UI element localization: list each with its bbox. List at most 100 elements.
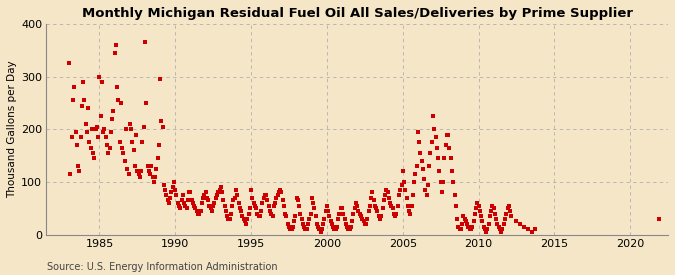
Point	[90, 127, 101, 131]
Point	[370, 204, 381, 208]
Point	[486, 209, 497, 213]
Point	[256, 209, 267, 213]
Point	[195, 209, 206, 213]
Point	[346, 224, 356, 229]
Point	[238, 217, 249, 221]
Point	[179, 201, 190, 205]
Point	[470, 206, 481, 210]
Point	[504, 204, 514, 208]
Point	[429, 127, 439, 131]
Point	[225, 211, 236, 216]
Point	[190, 206, 201, 210]
Point	[448, 180, 458, 184]
Point	[257, 201, 268, 205]
Point	[246, 188, 256, 192]
Point	[211, 193, 222, 197]
Point	[389, 214, 400, 218]
Point	[446, 156, 456, 160]
Point	[366, 196, 377, 200]
Point	[308, 201, 319, 205]
Point	[344, 227, 355, 232]
Point	[476, 214, 487, 218]
Point	[119, 159, 130, 163]
Point	[162, 198, 173, 203]
Point	[113, 98, 124, 103]
Point	[184, 190, 194, 195]
Point	[295, 211, 306, 216]
Point	[130, 164, 140, 168]
Point	[232, 193, 242, 197]
Point	[364, 204, 375, 208]
Title: Monthly Michigan Residual Fuel Oil All Sales/Deliveries by Prime Supplier: Monthly Michigan Residual Fuel Oil All S…	[82, 7, 632, 20]
Point	[434, 169, 445, 174]
Point	[530, 227, 541, 232]
Point	[415, 151, 426, 155]
Point	[66, 135, 77, 139]
Point	[231, 188, 242, 192]
Point	[118, 151, 129, 155]
Point	[468, 219, 479, 224]
Point	[328, 224, 339, 229]
Point	[479, 227, 490, 232]
Point	[185, 190, 196, 195]
Point	[89, 156, 100, 160]
Point	[160, 188, 171, 192]
Point	[462, 222, 472, 226]
Point	[317, 227, 327, 232]
Point	[223, 217, 234, 221]
Point	[492, 222, 503, 226]
Point	[127, 140, 138, 145]
Point	[342, 224, 352, 229]
Point	[227, 204, 238, 208]
Point	[482, 227, 493, 232]
Point	[103, 151, 113, 155]
Point	[173, 204, 184, 208]
Point	[228, 198, 239, 203]
Point	[111, 43, 122, 47]
Point	[515, 222, 526, 226]
Point	[414, 140, 425, 145]
Point	[459, 217, 470, 221]
Point	[458, 214, 468, 218]
Point	[502, 206, 513, 210]
Point	[375, 217, 385, 221]
Point	[269, 204, 279, 208]
Point	[359, 222, 370, 226]
Point	[186, 198, 197, 203]
Point	[69, 85, 80, 89]
Point	[248, 201, 259, 205]
Point	[405, 211, 416, 216]
Point	[404, 209, 414, 213]
Point	[395, 188, 406, 192]
Point	[372, 209, 383, 213]
Point	[392, 204, 403, 208]
Point	[301, 227, 312, 232]
Point	[63, 61, 74, 66]
Point	[182, 198, 193, 203]
Point	[496, 230, 507, 234]
Point	[377, 206, 388, 210]
Point	[166, 190, 177, 195]
Point	[99, 127, 110, 131]
Point	[352, 204, 362, 208]
Point	[142, 164, 153, 168]
Point	[133, 172, 144, 176]
Point	[309, 206, 320, 210]
Point	[333, 217, 344, 221]
Point	[356, 214, 367, 218]
Point	[300, 227, 310, 232]
Point	[349, 206, 360, 210]
Point	[463, 224, 474, 229]
Point	[449, 193, 460, 197]
Point	[202, 198, 213, 203]
Point	[487, 204, 498, 208]
Point	[354, 211, 365, 216]
Point	[153, 143, 164, 147]
Point	[338, 211, 349, 216]
Point	[498, 222, 509, 226]
Point	[196, 201, 207, 205]
Point	[522, 227, 533, 232]
Point	[406, 204, 417, 208]
Point	[275, 188, 286, 192]
Point	[371, 206, 381, 210]
